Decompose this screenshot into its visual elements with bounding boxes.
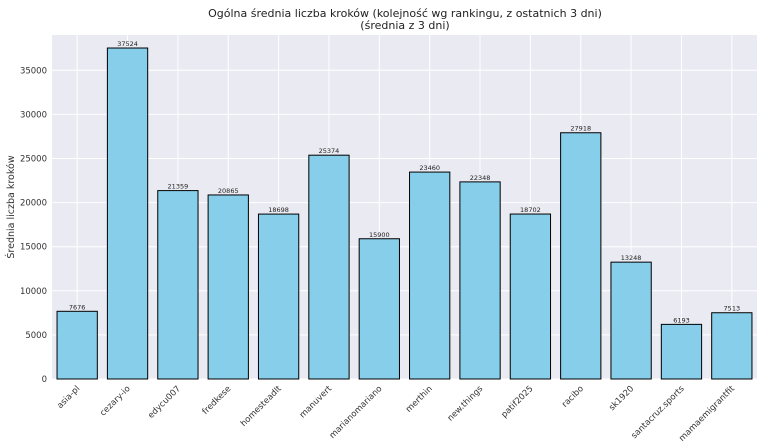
x-tick-label: manuvert	[298, 384, 335, 421]
y-tick-label: 25000	[20, 154, 47, 164]
x-tick-label: mamaemigrantfit	[677, 384, 737, 444]
x-tick-label: racibo	[560, 384, 586, 410]
y-tick-label: 5000	[25, 331, 47, 341]
data-label: 18698	[268, 206, 289, 214]
data-label: 6193	[673, 316, 690, 324]
x-tick-label: new.things	[446, 384, 486, 424]
x-tick-label: asia-pl	[55, 384, 82, 411]
x-tick-label: edycu007	[146, 384, 183, 421]
bar-mamaemigrantfit	[711, 312, 753, 380]
bar-cezary-io	[106, 47, 149, 380]
bar-edycu007	[157, 190, 199, 380]
bar-new.things	[459, 181, 501, 380]
y-axis-label: Średnia liczba kroków	[5, 155, 17, 258]
x-tick-label: fredkese	[201, 384, 234, 417]
bar-marianomariano	[358, 238, 400, 380]
data-label: 7513	[724, 305, 741, 313]
bars	[56, 47, 753, 380]
bar-asia-pl	[56, 310, 98, 380]
y-tick-label: 35000	[20, 66, 47, 76]
data-label: 13248	[621, 254, 642, 262]
data-label: 37524	[117, 40, 138, 48]
bar-patif2025	[509, 213, 552, 380]
bar-manuvert	[308, 154, 350, 380]
data-label: 25374	[319, 147, 340, 155]
bar-homesteadlt	[257, 213, 300, 380]
x-tick-label: santacruz.sports	[630, 384, 687, 441]
x-axis-ticks: asia-pl cezary-io edycu007 fredkese homestea…	[55, 384, 737, 444]
x-tick-label: cezary-io	[98, 384, 132, 418]
y-tick-label: 15000	[20, 243, 47, 253]
bar-merthin	[409, 171, 451, 380]
x-tick-label: homesteadlt	[239, 384, 284, 429]
data-label: 20865	[218, 187, 239, 195]
data-label: 18702	[520, 206, 541, 214]
data-label: 22348	[470, 174, 491, 182]
data-label: 27918	[570, 125, 591, 133]
data-label: 7676	[69, 303, 86, 311]
x-tick-label: patif2025	[499, 384, 535, 420]
data-label: 15900	[369, 231, 390, 239]
data-label: 23460	[419, 164, 440, 172]
bar-racibo	[560, 132, 602, 380]
bar-fredkese	[207, 194, 249, 380]
y-axis-ticks: 0 5000 10000 15000 20000 25000 30000 35000	[20, 66, 47, 385]
bar-sk1920	[610, 261, 652, 380]
y-tick-label: 0	[42, 375, 47, 385]
y-tick-label: 10000	[20, 287, 47, 297]
y-tick-label: 20000	[20, 199, 47, 209]
bar-santacruz.sports	[660, 323, 703, 380]
x-tick-label: marianomariano	[328, 384, 385, 441]
x-tick-label: sk1920	[607, 384, 636, 413]
chart-title: Ogólna średnia liczba kroków (kolejność …	[208, 7, 602, 20]
data-label: 21359	[168, 183, 189, 191]
chart-subtitle: (średnia z 3 dni)	[360, 19, 449, 32]
x-tick-label: merthin	[404, 384, 435, 415]
data-labels: 7676 37524 21359 20865 18698 25374 15900 23460 2…	[69, 40, 740, 324]
y-tick-label: 30000	[20, 110, 47, 120]
